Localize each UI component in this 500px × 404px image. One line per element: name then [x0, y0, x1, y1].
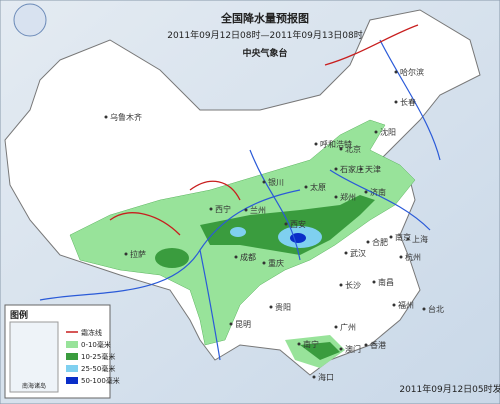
period: 2011年09月12日08时—2011年09月13日08时 [167, 29, 363, 41]
city-dot [339, 347, 343, 351]
city-label: 乌鲁木齐 [110, 112, 142, 122]
city-dot [334, 325, 338, 329]
city-label: 上海 [412, 234, 428, 244]
city-dot [124, 252, 128, 256]
city-label: 长沙 [345, 280, 361, 290]
city-label: 南京 [395, 232, 411, 242]
city-label: 呼和浩特 [320, 139, 352, 149]
city-label: 沈阳 [380, 127, 396, 137]
city-label: 南宁 [303, 339, 319, 349]
city-dot [364, 190, 368, 194]
city-dot [234, 255, 238, 259]
city-label: 太原 [310, 182, 326, 192]
city-dot [104, 115, 108, 119]
city-dot [394, 100, 398, 104]
rain-10-25 [200, 195, 375, 255]
city-dot [334, 167, 338, 171]
city-dot [312, 375, 316, 379]
city-dot [339, 283, 343, 287]
city-label: 成都 [240, 252, 256, 262]
city-label: 海口 [318, 372, 334, 382]
city-dot [374, 130, 378, 134]
rain-10-25 [155, 248, 189, 268]
legend-label: 0-10毫米 [81, 340, 111, 349]
city-dot [339, 147, 343, 151]
city-dot [304, 185, 308, 189]
legend-label: 50-100毫米 [81, 376, 120, 385]
inset-label: 南海诸岛 [22, 382, 46, 390]
title: 全国降水量预报图 [220, 11, 309, 25]
legend-swatch [66, 353, 78, 360]
city-label: 天津 [365, 164, 381, 174]
city-label: 兰州 [250, 205, 266, 215]
city-label: 合肥 [372, 237, 388, 247]
city-dot [366, 240, 370, 244]
city-label: 福州 [398, 301, 414, 310]
city-dot [394, 70, 398, 74]
city-dot [334, 195, 338, 199]
city-dot [389, 235, 393, 239]
city-label: 贵阳 [275, 302, 291, 312]
city-label: 杭州 [405, 252, 421, 262]
city-dot [359, 167, 363, 171]
city-dot [229, 322, 233, 326]
logo [13, 3, 47, 37]
frost-line [109, 24, 419, 236]
city-dot [269, 305, 273, 309]
city-dot [262, 180, 266, 184]
city-label: 西宁 [215, 204, 231, 214]
city-label: 香港 [370, 340, 386, 350]
city-label: 郑州 [340, 192, 356, 202]
city-label: 昆明 [235, 320, 251, 329]
city-dot [392, 303, 396, 307]
city-dot [284, 222, 288, 226]
legend-label: 25-50毫米 [81, 364, 115, 373]
city-label: 拉萨 [130, 249, 146, 259]
city-dot [244, 208, 248, 212]
agency: 中央气象台 [242, 47, 287, 59]
footer: 2011年09月12日05时发布 [399, 383, 500, 395]
city-dot [262, 261, 266, 265]
legend-swatch [66, 377, 78, 384]
legend-title: 图例 [10, 309, 28, 321]
legend-label: 10-25毫米 [81, 352, 115, 361]
inset-map [9, 321, 59, 393]
legend-swatch [66, 341, 78, 348]
city-label: 台北 [428, 304, 444, 314]
city-label: 济南 [370, 187, 386, 197]
city-label: 武汉 [350, 248, 366, 258]
city-label: 重庆 [268, 258, 284, 268]
legend-label: 霜冻线 [81, 328, 102, 337]
city-dot [209, 207, 213, 211]
city-dot [406, 237, 410, 241]
city-label: 银川 [268, 177, 284, 187]
city-label: 南昌 [378, 277, 394, 287]
city-label: 哈尔滨 [400, 67, 424, 77]
city-label: 北京 [345, 144, 361, 154]
city-label: 广州 [340, 322, 356, 332]
rivers [39, 39, 441, 361]
city-dot [297, 342, 301, 346]
rain-50-100 [290, 233, 306, 243]
rain-10-25 [300, 342, 340, 360]
city-dot [372, 280, 376, 284]
legend-swatch [66, 365, 78, 372]
city-dot [314, 142, 318, 146]
city-label: 长春 [400, 97, 416, 107]
city-dot [364, 343, 368, 347]
city-dot [399, 255, 403, 259]
city-dot [344, 251, 348, 255]
rain-25-50 [230, 227, 246, 237]
city-label: 澳门 [345, 344, 361, 354]
city-label: 石家庄 [340, 164, 364, 174]
city-dot [422, 307, 426, 311]
city-label: 西安 [290, 219, 306, 229]
